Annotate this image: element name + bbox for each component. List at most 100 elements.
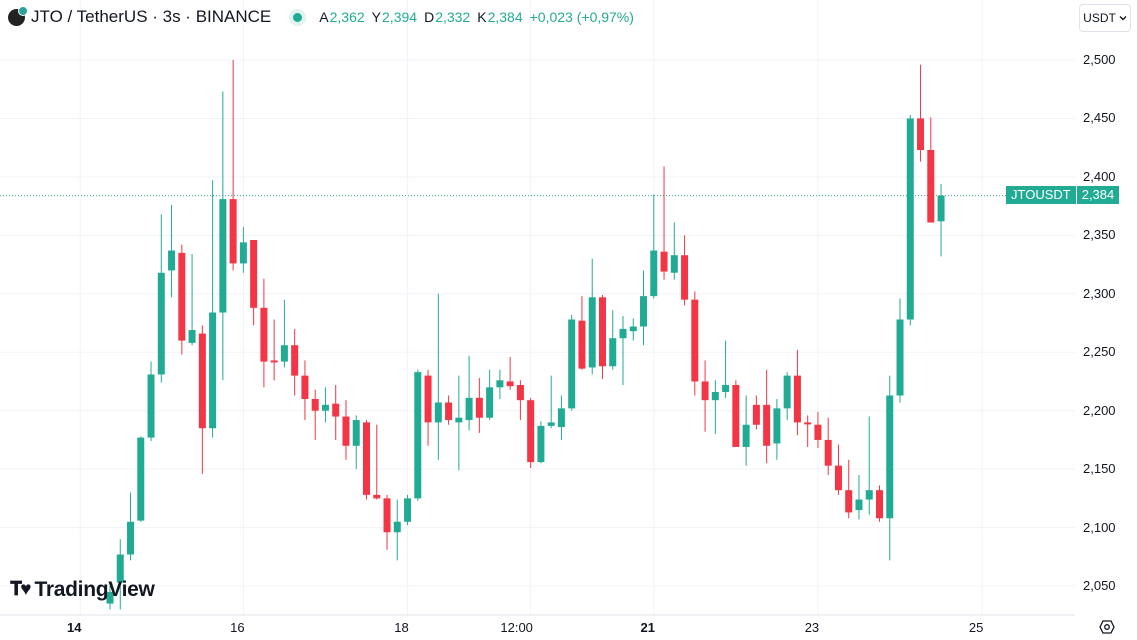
candle-down <box>527 400 535 463</box>
candle-up <box>496 380 504 388</box>
candle-up <box>455 417 463 423</box>
candle-down <box>763 404 771 446</box>
candle-down <box>681 255 689 300</box>
candle-up <box>783 375 791 409</box>
tradingview-logo-mark-icon: 𝐓♥ <box>10 579 31 600</box>
candle-down <box>660 251 668 272</box>
price-tick-label: 2,150 <box>1083 461 1116 477</box>
candle-up <box>742 424 750 447</box>
candle-up <box>629 326 637 332</box>
change-value: +0,023 (+0,97%) <box>529 9 634 25</box>
candle-up <box>116 554 124 583</box>
time-tick-label: 21 <box>640 620 655 635</box>
candle-down <box>845 490 853 513</box>
low-value: 2,332 <box>435 9 471 25</box>
candle-down <box>804 422 812 425</box>
low-label: D <box>424 9 435 25</box>
candle-up <box>414 372 422 499</box>
candle-up <box>609 338 617 367</box>
jito-coin-icon <box>8 5 28 26</box>
candle-up <box>937 195 945 222</box>
candle-up <box>157 272 165 375</box>
price-tick-label: 2,500 <box>1083 52 1116 67</box>
time-tick-label: 25 <box>968 620 984 635</box>
price-tick-label: 2,350 <box>1083 227 1116 243</box>
candle-down <box>445 402 453 421</box>
candle-down <box>363 422 370 495</box>
candle-up <box>711 391 719 401</box>
candle-up <box>537 425 545 463</box>
price-tick-label: 2,200 <box>1083 402 1116 418</box>
candle-down <box>475 397 483 418</box>
candle-up <box>137 437 145 521</box>
candle-down <box>876 490 883 519</box>
candle-up <box>393 521 401 533</box>
candle-up <box>465 397 473 421</box>
candle-down <box>598 297 606 367</box>
candle-up <box>896 319 904 396</box>
candle-up <box>588 297 596 368</box>
candle-up <box>239 242 247 264</box>
candle-up <box>906 118 914 320</box>
market-status-icon <box>293 12 303 22</box>
candle-up <box>773 408 781 444</box>
price-tag-symbol: JTOUSDT <box>1006 186 1077 204</box>
time-tick-label: 16 <box>230 620 245 635</box>
time-tick-label: 18 <box>394 620 409 635</box>
candle-up <box>855 499 863 511</box>
candle-up <box>547 422 555 426</box>
last-price-tag: JTOUSDT 2,384 <box>1006 186 1120 204</box>
candle-up <box>486 387 494 418</box>
close-value: 2,384 <box>487 9 523 25</box>
candle-up <box>640 296 648 327</box>
candle-down <box>917 118 925 151</box>
candle-down <box>691 299 699 382</box>
candle-down <box>198 333 206 429</box>
time-tick-label: 14 <box>67 620 82 635</box>
candle-up <box>219 199 227 313</box>
price-tick-label: 2,100 <box>1083 519 1116 535</box>
candle-up <box>886 395 894 519</box>
eye-settings-icon[interactable] <box>1099 619 1115 635</box>
candle-down <box>332 403 340 417</box>
price-tick-label: 2,400 <box>1083 168 1116 184</box>
candle-down <box>834 465 842 491</box>
candle-up <box>434 402 442 423</box>
candle-down <box>229 199 237 264</box>
high-label: Y <box>371 9 382 25</box>
price-tick-label: 2,300 <box>1083 285 1116 301</box>
candle-down <box>250 240 258 308</box>
candle-down <box>701 381 709 401</box>
candle-down <box>342 416 350 446</box>
price-tick-label: 2,050 <box>1083 578 1116 594</box>
candle-down <box>506 381 514 387</box>
open-label: A <box>319 9 329 25</box>
open-value: 2,362 <box>329 9 365 25</box>
candle-down <box>178 252 186 341</box>
candle-down <box>578 320 586 369</box>
chevron-down-icon <box>1119 16 1127 21</box>
candle-up <box>127 521 135 555</box>
currency-select-button[interactable]: USDT <box>1079 4 1131 32</box>
symbol-header: JTO / TetherUS · 3s · BINANCE A2,362 Y2,… <box>8 5 634 28</box>
candle-down <box>752 404 760 425</box>
candle-up <box>352 420 360 446</box>
time-tick-label: 23 <box>804 620 820 635</box>
tradingview-logo[interactable]: 𝐓♥ TradingView <box>10 578 155 602</box>
candle-down <box>301 375 309 400</box>
candle-down <box>516 384 524 401</box>
candle-up <box>280 345 288 362</box>
candle-up <box>568 319 576 409</box>
ohlc-values: A2,362 Y2,394 D2,332 K2,384 +0,023 (+0,9… <box>319 9 634 25</box>
logo-text: TradingView <box>34 578 155 601</box>
candle-up <box>188 330 196 343</box>
candle-down <box>824 439 832 466</box>
candle-up <box>106 591 114 604</box>
symbol-title[interactable]: JTO / TetherUS · 3s · BINANCE <box>31 7 272 26</box>
candle-up <box>670 255 678 273</box>
candle-down <box>270 360 278 363</box>
candle-down <box>424 375 432 423</box>
candle-down <box>927 150 935 223</box>
candle-down <box>373 494 381 499</box>
